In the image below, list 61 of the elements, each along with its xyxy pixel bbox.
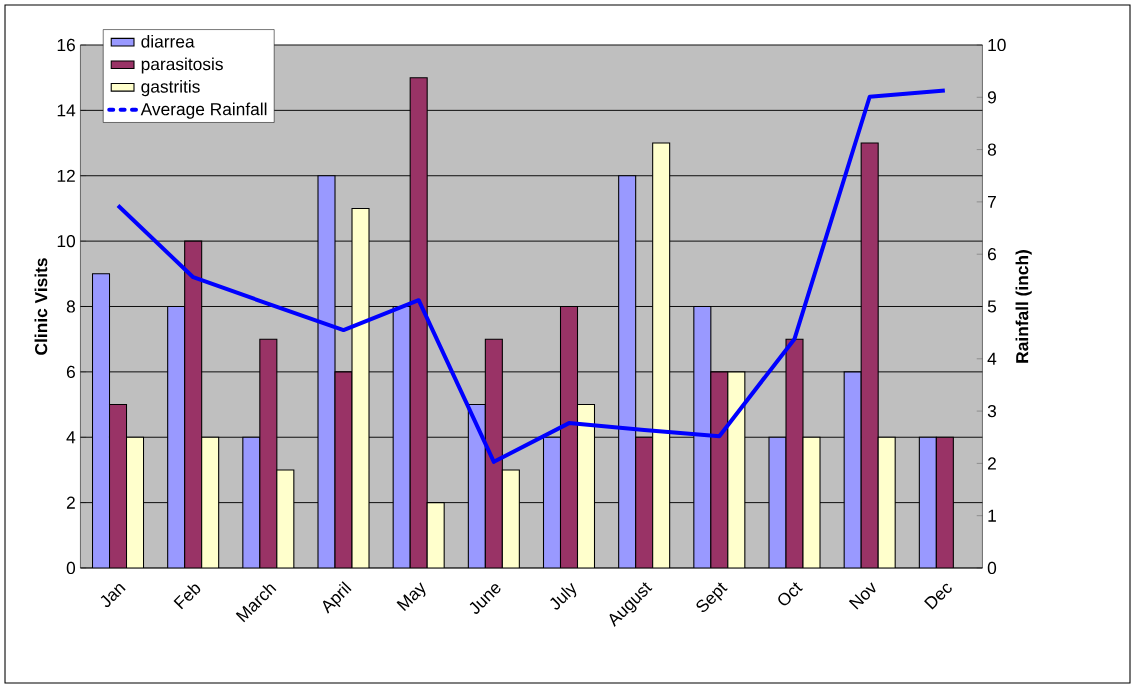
bar	[542, 436, 562, 568]
legend-label: diarrea	[141, 34, 195, 48]
y-tick-label: 6	[66, 365, 75, 378]
bar	[201, 436, 220, 568]
bar	[918, 436, 937, 568]
bar	[426, 502, 445, 568]
x-tick-label: Feb	[173, 584, 201, 610]
y2-tick-label: 3	[987, 404, 997, 418]
y2-tick-label: 4	[987, 352, 997, 365]
y2-tick-label: 5	[987, 300, 997, 313]
y2-tick-label: 10	[988, 38, 1006, 52]
y2-tick-label: 1	[988, 509, 996, 522]
y-tick-label: 4	[66, 431, 76, 444]
bar	[843, 371, 862, 568]
y-axis-title: Clinic Visits	[34, 258, 48, 355]
bar	[559, 305, 579, 568]
bar	[392, 305, 411, 568]
bar	[501, 469, 520, 568]
y2-tick-label: 2	[988, 457, 996, 470]
bar	[576, 404, 596, 568]
bar	[635, 436, 654, 568]
bar	[259, 338, 278, 568]
bar	[91, 273, 111, 568]
x-tick-label: Oct	[778, 582, 803, 606]
y-tick-label: 8	[66, 300, 75, 313]
y2-tick-label: 7	[988, 195, 996, 208]
bar	[409, 77, 428, 568]
y2-axis-title: Rainfall (inch)	[1015, 250, 1032, 363]
y-tick-label: 2	[66, 496, 75, 509]
bar	[242, 436, 261, 568]
x-tick-label: Jan	[100, 584, 126, 608]
bar	[184, 240, 203, 568]
y-tick-label: 14	[57, 104, 76, 117]
legend-label: parasitosis	[141, 57, 223, 74]
x-tick-label: Nov	[848, 582, 876, 610]
x-tick-label: May	[396, 582, 426, 611]
y-tick-label: 12	[57, 169, 75, 182]
y-tick-label: 10	[57, 234, 76, 248]
y2-tick-label: 6	[988, 248, 997, 261]
bar	[108, 404, 128, 568]
x-tick-label: Dec	[924, 583, 952, 610]
bar	[935, 436, 954, 568]
bar	[860, 142, 879, 568]
bar	[484, 338, 503, 568]
bar	[877, 436, 896, 568]
y2-tick-label: 0	[987, 561, 997, 575]
x-tick-label: July	[550, 582, 577, 610]
bar	[693, 305, 712, 568]
bar	[652, 142, 671, 568]
bar	[710, 371, 729, 568]
y2-tick-label: 9	[987, 91, 996, 104]
bar	[276, 469, 295, 568]
bar	[125, 436, 145, 568]
bar	[727, 371, 746, 568]
y-tick-label: 16	[57, 38, 75, 52]
y-tick-label: 0	[66, 561, 76, 575]
legend-label: gastritis	[141, 80, 200, 97]
bar	[167, 305, 186, 568]
legend-label: Average Rainfall	[140, 102, 267, 119]
y2-tick-label: 8	[987, 143, 997, 156]
bar	[618, 175, 637, 568]
